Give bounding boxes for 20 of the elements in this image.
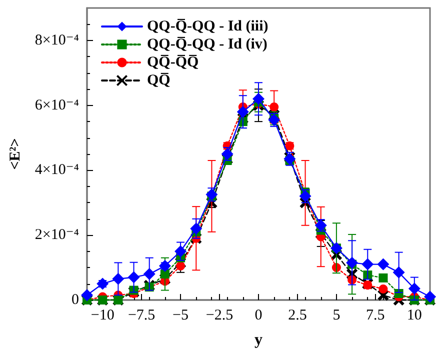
x-tick-label: 0 <box>254 308 262 324</box>
y-tick-label: 6×10⁻⁴ <box>34 97 79 114</box>
x-tick-label: 7.5 <box>366 308 385 324</box>
legend-label: QQ-Q̅-QQ - Id (iii) <box>147 18 268 34</box>
x-tick-label: 5 <box>332 308 340 324</box>
y-tick-label: 8×10⁻⁴ <box>34 32 79 48</box>
x-tick-label: −5 <box>172 308 189 324</box>
legend-label: QQ̅-Q̅Q̅ <box>147 54 199 70</box>
x-tick-label: 10 <box>406 308 422 324</box>
legend-label: QQ-Q̅-QQ - Id (iv) <box>147 36 268 52</box>
y-tick-label: 4×10⁻⁴ <box>34 162 79 178</box>
x-tick-label: −2.5 <box>206 308 234 324</box>
legend-label: QQ̅ <box>147 72 171 88</box>
x-tick-label: −10 <box>90 308 114 324</box>
x-tick-label: −7.5 <box>128 308 156 324</box>
y-axis-title: <E²> <box>8 138 24 170</box>
y-tick-label: 2×10⁻⁴ <box>34 227 79 244</box>
y-tick-label: 0 <box>72 292 79 308</box>
x-axis-title: y <box>254 332 262 348</box>
x-tick-label: 2.5 <box>288 308 307 324</box>
